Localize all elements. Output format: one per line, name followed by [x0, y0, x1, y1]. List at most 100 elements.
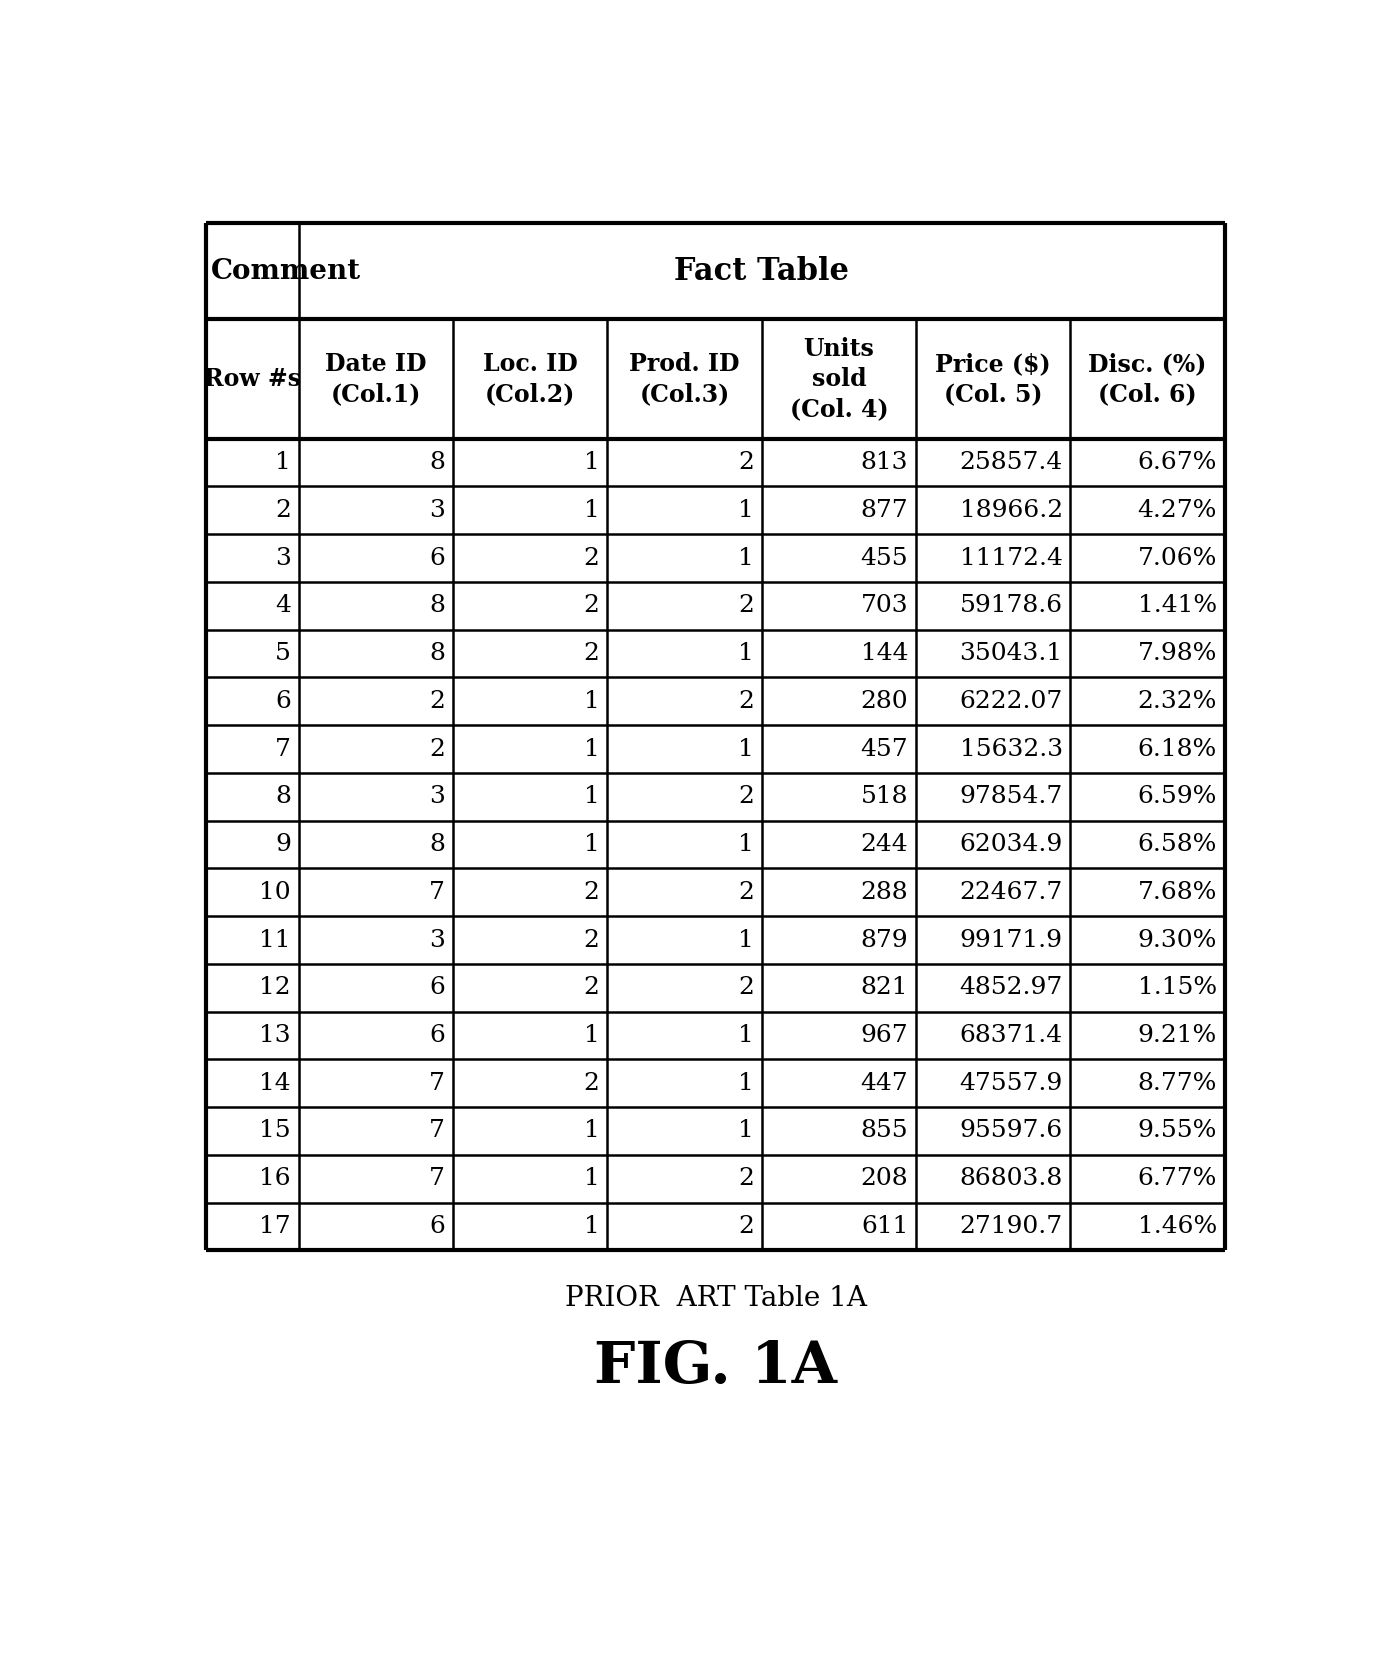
Text: 97854.7: 97854.7: [960, 785, 1063, 808]
Text: 455: 455: [861, 547, 908, 570]
Text: Row #s: Row #s: [204, 367, 300, 392]
Text: 3: 3: [275, 547, 291, 570]
Text: 8: 8: [429, 595, 446, 617]
Text: 3: 3: [429, 929, 446, 952]
Text: 7: 7: [429, 1072, 446, 1095]
Text: 10: 10: [260, 880, 291, 904]
Text: 2: 2: [584, 1072, 599, 1095]
Text: 855: 855: [861, 1120, 908, 1142]
Text: 2.32%: 2.32%: [1137, 690, 1217, 713]
Text: 7.68%: 7.68%: [1137, 880, 1217, 904]
Text: 1: 1: [584, 785, 599, 808]
Text: 2: 2: [584, 547, 599, 570]
Text: 95597.6: 95597.6: [960, 1120, 1063, 1142]
Text: PRIOR  ART Table 1A: PRIOR ART Table 1A: [564, 1285, 868, 1312]
Text: 4852.97: 4852.97: [960, 977, 1063, 999]
Text: 8.77%: 8.77%: [1137, 1072, 1217, 1095]
Text: 12: 12: [260, 977, 291, 999]
Text: 1: 1: [738, 547, 754, 570]
Text: 1: 1: [738, 1072, 754, 1095]
Text: 813: 813: [861, 452, 908, 473]
Text: 47557.9: 47557.9: [960, 1072, 1063, 1095]
Text: 2: 2: [738, 785, 754, 808]
Text: 62034.9: 62034.9: [960, 834, 1063, 857]
Text: 6: 6: [429, 977, 446, 999]
Text: 4: 4: [275, 595, 291, 617]
Text: 877: 877: [861, 498, 908, 522]
Text: 9.30%: 9.30%: [1137, 929, 1217, 952]
Text: 14: 14: [260, 1072, 291, 1095]
Text: Date ID
(Col.1): Date ID (Col.1): [326, 352, 426, 407]
Text: 144: 144: [861, 642, 908, 665]
Text: 703: 703: [861, 595, 908, 617]
Text: 2: 2: [275, 498, 291, 522]
Text: 2: 2: [738, 1215, 754, 1239]
Text: 11172.4: 11172.4: [960, 547, 1063, 570]
Text: 7: 7: [429, 1167, 446, 1190]
Text: 7: 7: [429, 1120, 446, 1142]
Text: 1: 1: [584, 690, 599, 713]
Text: 1: 1: [584, 834, 599, 857]
Text: 16: 16: [260, 1167, 291, 1190]
Text: 1: 1: [738, 929, 754, 952]
Text: 6.18%: 6.18%: [1137, 737, 1217, 760]
Text: 35043.1: 35043.1: [960, 642, 1063, 665]
Text: 208: 208: [861, 1167, 908, 1190]
Text: 6.59%: 6.59%: [1137, 785, 1217, 808]
Text: Prod. ID
(Col.3): Prod. ID (Col.3): [629, 352, 740, 407]
Text: 7.98%: 7.98%: [1137, 642, 1217, 665]
Text: 8: 8: [275, 785, 291, 808]
Text: 2: 2: [738, 977, 754, 999]
Text: 9.21%: 9.21%: [1137, 1024, 1217, 1047]
Text: 11: 11: [260, 929, 291, 952]
Text: 8: 8: [429, 834, 446, 857]
Text: 2: 2: [584, 977, 599, 999]
Text: Loc. ID
(Col.2): Loc. ID (Col.2): [483, 352, 577, 407]
Text: 99171.9: 99171.9: [960, 929, 1063, 952]
Text: 967: 967: [861, 1024, 908, 1047]
Text: 2: 2: [738, 690, 754, 713]
Text: 86803.8: 86803.8: [960, 1167, 1063, 1190]
Text: 1: 1: [738, 1024, 754, 1047]
Text: 7: 7: [429, 880, 446, 904]
Text: 821: 821: [861, 977, 908, 999]
Text: 1.41%: 1.41%: [1139, 595, 1217, 617]
Text: 611: 611: [861, 1215, 908, 1239]
Text: 1: 1: [584, 737, 599, 760]
Text: 6: 6: [429, 1024, 446, 1047]
Text: 1: 1: [584, 1120, 599, 1142]
Text: 9.55%: 9.55%: [1137, 1120, 1217, 1142]
Text: 59178.6: 59178.6: [960, 595, 1063, 617]
Text: 244: 244: [861, 834, 908, 857]
Text: Disc. (%)
(Col. 6): Disc. (%) (Col. 6): [1088, 352, 1207, 407]
Text: 1: 1: [738, 1120, 754, 1142]
Text: 7: 7: [275, 737, 291, 760]
Text: 8: 8: [429, 452, 446, 473]
Text: 1: 1: [738, 642, 754, 665]
Text: 27190.7: 27190.7: [960, 1215, 1063, 1239]
Text: 1: 1: [738, 498, 754, 522]
Text: 1: 1: [738, 834, 754, 857]
Text: 288: 288: [861, 880, 908, 904]
Text: 457: 457: [861, 737, 908, 760]
Text: 1: 1: [584, 1024, 599, 1047]
Text: 2: 2: [738, 1167, 754, 1190]
Text: 2: 2: [584, 929, 599, 952]
Text: 2: 2: [738, 595, 754, 617]
Text: 4.27%: 4.27%: [1137, 498, 1217, 522]
Text: Price ($)
(Col. 5): Price ($) (Col. 5): [936, 352, 1051, 407]
Text: 1: 1: [584, 1215, 599, 1239]
Text: 17: 17: [260, 1215, 291, 1239]
Text: 1: 1: [584, 1167, 599, 1190]
Text: 2: 2: [738, 452, 754, 473]
Text: 6: 6: [275, 690, 291, 713]
Text: 518: 518: [861, 785, 908, 808]
Text: 68371.4: 68371.4: [960, 1024, 1063, 1047]
Text: 13: 13: [260, 1024, 291, 1047]
Text: 2: 2: [584, 595, 599, 617]
Text: 1: 1: [275, 452, 291, 473]
Text: 280: 280: [861, 690, 908, 713]
Text: 6.58%: 6.58%: [1137, 834, 1217, 857]
Text: 25857.4: 25857.4: [960, 452, 1063, 473]
Text: 6.77%: 6.77%: [1137, 1167, 1217, 1190]
